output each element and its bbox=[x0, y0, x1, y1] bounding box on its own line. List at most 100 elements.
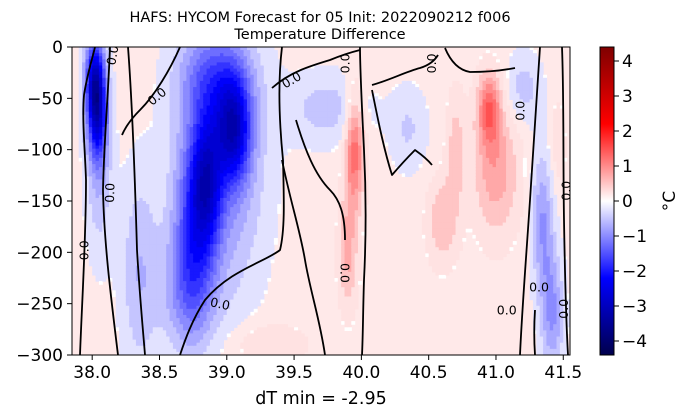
heatmap-cell bbox=[196, 56, 201, 60]
heatmap-cell bbox=[263, 327, 268, 331]
heatmap-cell bbox=[186, 154, 191, 159]
heatmap-cell bbox=[253, 336, 258, 341]
heatmap-cell bbox=[220, 219, 225, 224]
heatmap-cell bbox=[85, 231, 90, 236]
heatmap-cell bbox=[98, 127, 103, 131]
heatmap-cell bbox=[78, 62, 83, 67]
heatmap-cell bbox=[209, 336, 214, 341]
heatmap-cell bbox=[95, 237, 100, 242]
heatmap-cell bbox=[216, 253, 221, 258]
heatmap-cell bbox=[172, 348, 177, 353]
heatmap-cell bbox=[102, 130, 107, 134]
heatmap-cell bbox=[183, 253, 187, 258]
heatmap-cell bbox=[267, 124, 272, 128]
heatmap-cell bbox=[176, 105, 181, 110]
heatmap-cell bbox=[253, 160, 258, 165]
heatmap-cell bbox=[223, 290, 228, 294]
heatmap-cell bbox=[230, 167, 235, 171]
heatmap-cell bbox=[135, 296, 140, 301]
heatmap-cell bbox=[223, 204, 228, 208]
heatmap-cell bbox=[179, 290, 184, 294]
heatmap-cell bbox=[95, 234, 100, 239]
heatmap-cell bbox=[236, 296, 241, 301]
heatmap-cell bbox=[183, 139, 187, 144]
heatmap-cell bbox=[220, 231, 225, 236]
heatmap-cell bbox=[223, 74, 228, 79]
heatmap-cell bbox=[236, 133, 241, 137]
heatmap-cell bbox=[176, 302, 181, 307]
heatmap-cell bbox=[166, 234, 171, 239]
heatmap-cell bbox=[253, 68, 258, 73]
heatmap-cell bbox=[102, 182, 107, 187]
heatmap-cell bbox=[189, 179, 194, 184]
heatmap-cell bbox=[233, 204, 238, 208]
heatmap-cell bbox=[186, 105, 191, 110]
heatmap-cell bbox=[119, 228, 124, 233]
heatmap-cell bbox=[169, 314, 174, 319]
heatmap-cell bbox=[125, 210, 130, 214]
heatmap-cell bbox=[253, 59, 258, 63]
heatmap-cell bbox=[85, 56, 90, 60]
heatmap-cell bbox=[179, 71, 184, 76]
heatmap-cell bbox=[149, 176, 154, 181]
heatmap-cell bbox=[129, 302, 134, 307]
heatmap-cell bbox=[102, 124, 107, 128]
heatmap-cell bbox=[193, 259, 198, 264]
heatmap-cell bbox=[223, 160, 228, 165]
heatmap-cell bbox=[189, 176, 194, 181]
heatmap-cell bbox=[243, 53, 248, 57]
heatmap-cell bbox=[98, 56, 103, 60]
heatmap-cell bbox=[176, 111, 181, 116]
heatmap-cell bbox=[223, 173, 228, 177]
heatmap-cell bbox=[122, 299, 127, 304]
heatmap-cell bbox=[169, 105, 174, 110]
heatmap-cell bbox=[260, 342, 265, 347]
heatmap-cell bbox=[125, 327, 130, 331]
heatmap-cell bbox=[196, 120, 201, 125]
heatmap-cell bbox=[146, 321, 150, 325]
heatmap-cell bbox=[193, 124, 198, 128]
heatmap-cell bbox=[243, 244, 248, 248]
heatmap-cell bbox=[263, 278, 268, 282]
heatmap-cell bbox=[159, 284, 164, 288]
heatmap-cell bbox=[92, 176, 97, 181]
heatmap-cell bbox=[88, 210, 93, 214]
heatmap-cell bbox=[109, 188, 113, 193]
heatmap-cell bbox=[152, 99, 157, 104]
heatmap-cell bbox=[172, 77, 177, 82]
heatmap-cell bbox=[226, 247, 231, 251]
heatmap-cell bbox=[236, 59, 241, 63]
heatmap-cell bbox=[95, 191, 100, 196]
heatmap-cell bbox=[226, 237, 231, 242]
heatmap-cell bbox=[159, 114, 164, 119]
heatmap-cell bbox=[169, 351, 174, 355]
heatmap-cell bbox=[273, 74, 278, 79]
heatmap-cell bbox=[166, 105, 171, 110]
heatmap-cell bbox=[213, 278, 218, 282]
heatmap-cell bbox=[152, 234, 157, 239]
heatmap-cell bbox=[186, 127, 191, 131]
heatmap-cell bbox=[152, 311, 157, 316]
heatmap-cell bbox=[92, 170, 97, 174]
heatmap-cell bbox=[159, 321, 164, 325]
heatmap-cell bbox=[98, 74, 103, 79]
heatmap-cell bbox=[172, 124, 177, 128]
heatmap-cell bbox=[169, 194, 174, 199]
heatmap-cell bbox=[149, 213, 154, 217]
heatmap-cell bbox=[223, 96, 228, 100]
heatmap-cell bbox=[102, 244, 107, 248]
heatmap-cell bbox=[203, 351, 208, 355]
heatmap-cell bbox=[246, 120, 251, 125]
heatmap-cell bbox=[169, 188, 174, 193]
heatmap-cell bbox=[152, 207, 157, 211]
heatmap-cell bbox=[216, 327, 221, 331]
heatmap-cell bbox=[82, 62, 87, 67]
heatmap-cell bbox=[193, 53, 198, 57]
heatmap-cell bbox=[146, 188, 150, 193]
heatmap-cell bbox=[149, 253, 154, 258]
heatmap-cell bbox=[183, 102, 187, 107]
heatmap-cell bbox=[233, 321, 238, 325]
heatmap-cell bbox=[172, 296, 177, 301]
heatmap-cell bbox=[78, 136, 83, 140]
heatmap-cell bbox=[270, 213, 275, 217]
